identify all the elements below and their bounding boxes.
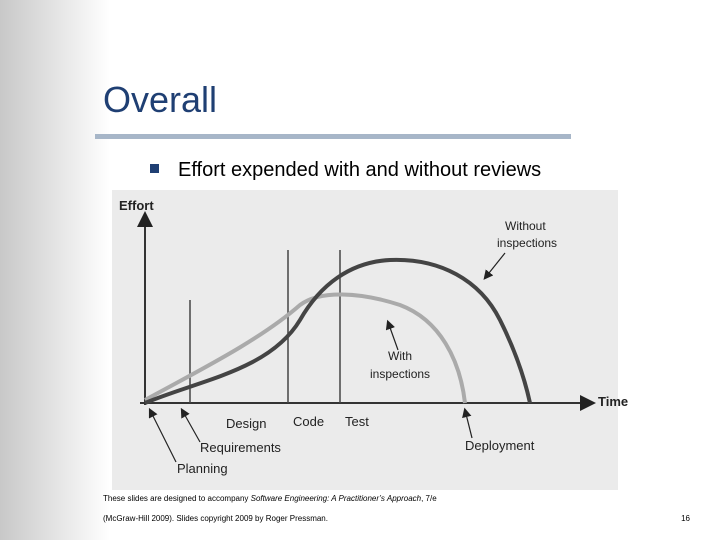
curve-label: With: [388, 349, 412, 363]
callout-arrow: [148, 407, 177, 463]
callout-arrow: [385, 319, 399, 351]
callout-arrow: [483, 252, 506, 280]
footer-book: Software Engineering: A Practitioner’s A…: [251, 494, 422, 503]
callout-arrow: [180, 407, 201, 443]
phase-label: Design: [226, 416, 266, 431]
footer-text: These slides are designed to accompany S…: [103, 494, 437, 503]
curve-label: inspections: [370, 367, 430, 381]
curve-label: Without: [505, 219, 546, 233]
y-axis-label: Effort: [119, 198, 154, 213]
title-rule: [95, 134, 571, 139]
phase-label: Requirements: [200, 440, 281, 455]
page-number: 16: [681, 514, 690, 523]
callout-arrow: [462, 407, 473, 439]
footer-part: These slides are designed to accompany: [103, 494, 251, 503]
without-curve: [144, 257, 532, 405]
x-axis-label: Time: [598, 394, 628, 409]
footer-part: , 7/e: [421, 494, 437, 503]
phase-label: Planning: [177, 461, 228, 476]
footer-text: (McGraw-Hill 2009). Slides copyright 200…: [103, 514, 328, 523]
slide-title: Overall: [103, 79, 217, 120]
bullet-text: Effort expended with and without reviews: [178, 159, 541, 181]
phase-label: Code: [293, 414, 324, 429]
bullet-mark: [150, 164, 159, 173]
phase-label: Test: [345, 414, 369, 429]
curve-label: inspections: [497, 236, 557, 250]
diagram: Effort Time Without inspections With ins…: [112, 190, 628, 490]
with-curve: [144, 292, 467, 404]
phase-label: Deployment: [465, 438, 535, 453]
diagram-background: [112, 190, 618, 490]
side-band: [0, 0, 110, 540]
